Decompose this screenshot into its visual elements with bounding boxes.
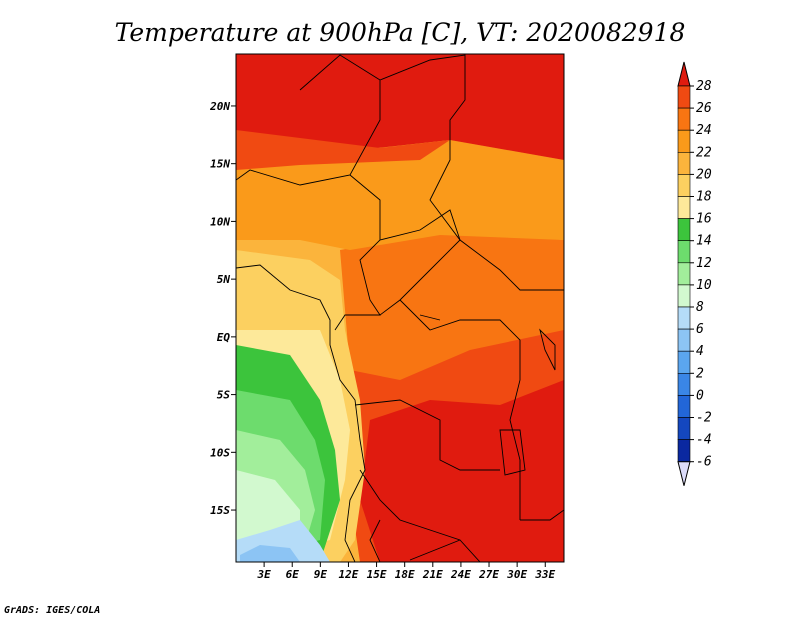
y-tick-label: 10N [210, 215, 230, 228]
x-tick-label: 3E [256, 568, 271, 581]
colorbar-min-arrow [677, 461, 691, 486]
y-tick-label: 15N [210, 158, 230, 171]
colorbar-swatch [677, 85, 691, 109]
x-tick-label: 9E [314, 568, 328, 581]
colorbar-swatch [677, 240, 691, 264]
colorbar-swatch [677, 439, 691, 463]
colorbar-swatch [677, 306, 691, 330]
colorbar-swatch [677, 152, 691, 175]
colorbar-label: -2 [696, 411, 712, 426]
colorbar-label: 22 [696, 145, 712, 160]
colorbar-label: 28 [696, 79, 712, 94]
y-axis: 20N 15N 10N 5N EQ 5S 10S 15S [209, 100, 236, 517]
x-tick-label: 27E [478, 568, 499, 581]
colorbar-swatch [677, 218, 691, 242]
colorbar-label: 6 [696, 322, 704, 337]
colorbar-label: -4 [696, 433, 712, 448]
colorbar-label: 18 [696, 190, 712, 205]
colorbar-max-arrow [677, 61, 691, 87]
field-hot-south [360, 380, 564, 562]
map-frame [235, 53, 565, 563]
x-tick-label: 33E [534, 568, 555, 581]
field-sahel [236, 140, 564, 250]
colorbar-swatch [677, 174, 691, 197]
field-ocean-blue-2 [240, 545, 300, 562]
y-tick-label: 5S [217, 389, 231, 402]
x-tick-label: 21E [422, 568, 443, 581]
x-tick-label: 18E [395, 568, 415, 581]
colorbar-label: -6 [696, 455, 712, 470]
colorbar-swatch [677, 107, 691, 131]
colorbar-label: 8 [696, 300, 704, 315]
colorbar-label: 14 [696, 234, 712, 249]
colorbar-label: 2 [696, 366, 704, 381]
x-tick-label: 6E [286, 568, 300, 581]
colorbar-swatch [677, 395, 691, 418]
y-tick-label: 10S [210, 446, 230, 459]
y-tick-label: 15S [210, 504, 230, 517]
y-tick-label: EQ [217, 331, 231, 344]
field-sahara-mid [236, 130, 450, 170]
colorbar-swatch [677, 262, 691, 286]
x-tick-label: 30E [506, 568, 527, 581]
colorbar-label: 12 [696, 256, 712, 271]
colorbar-label: 0 [696, 388, 704, 403]
colorbar-label: 26 [696, 101, 712, 116]
colorbar-swatch [677, 129, 691, 153]
colorbar-label: 4 [696, 344, 704, 359]
colorbar-label: 24 [696, 123, 712, 138]
y-tick-label: 5N [217, 273, 231, 286]
colorbar-label: 20 [696, 167, 712, 182]
field-orange-central [340, 230, 564, 380]
colorbar-label: 10 [696, 278, 712, 293]
colorbar-label: 16 [696, 212, 712, 227]
footer-credit: GrADS: IGES/COLA [4, 605, 100, 616]
chart-title: Temperature at 900hPa [C], VT: 202008291… [115, 18, 686, 47]
x-tick-label: 15E [367, 568, 387, 581]
colorbar-swatch [677, 417, 691, 440]
x-tick-label: 24E [450, 568, 471, 581]
x-axis: 3E 6E 9E 12E 15E 18E 21E 24E 27E 30E 33E [256, 562, 556, 581]
country-borders [236, 54, 564, 562]
x-tick-label: 12E [339, 568, 359, 581]
colorbar-swatch [677, 372, 691, 396]
colorbar-swatch [677, 328, 691, 352]
temperature-field [236, 54, 564, 562]
y-tick-label: 20N [209, 100, 230, 113]
colorbar-swatch [677, 284, 691, 308]
colorbar-swatch [677, 196, 691, 219]
colorbar-swatch [677, 350, 691, 374]
field-sahara [236, 54, 564, 160]
